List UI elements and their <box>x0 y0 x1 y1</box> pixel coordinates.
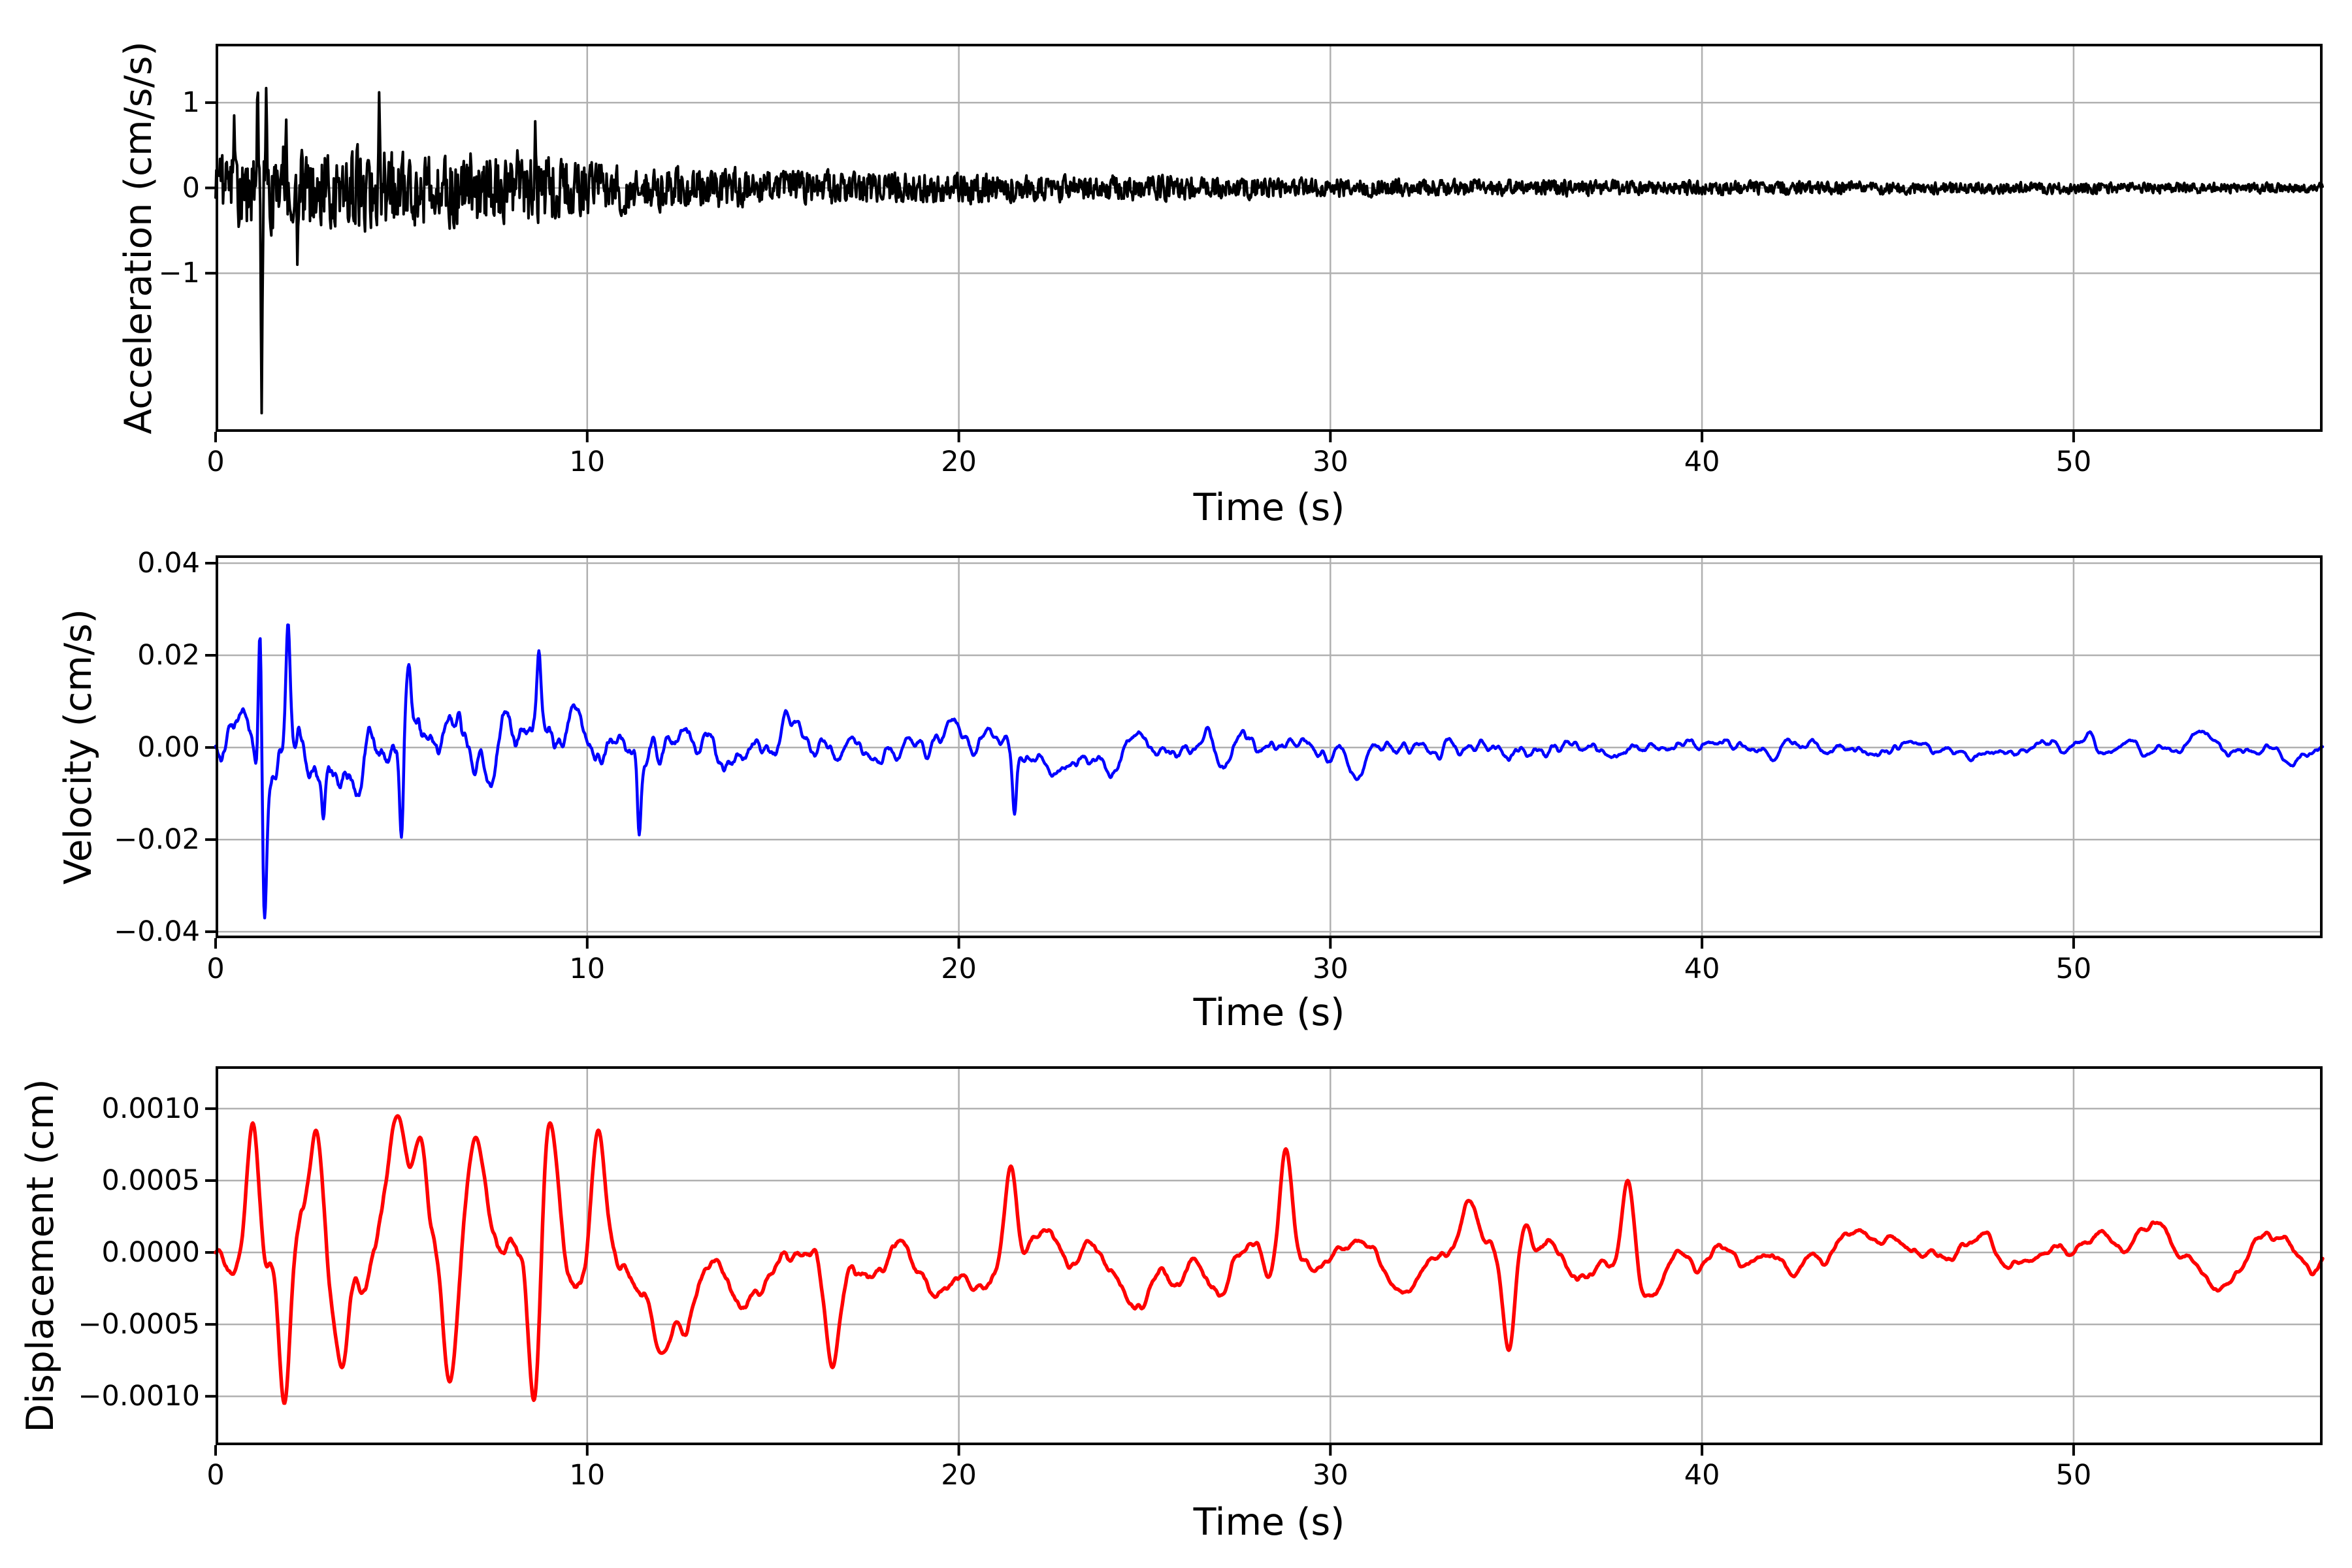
y-tick-label-velocity: −0.04 <box>114 915 200 949</box>
x-tick-label-acceleration: 40 <box>1684 446 1720 478</box>
acceleration-subplot <box>205 44 2324 442</box>
x-tick-label-acceleration: 30 <box>1312 446 1348 478</box>
x-axis-label-time-acceleration: Time (s) <box>1193 486 1345 529</box>
x-tick-label-velocity: 10 <box>569 953 606 985</box>
velocity-trace <box>214 623 2325 920</box>
axes-spines <box>216 555 2323 938</box>
y-tick-label-displacement: 0.0010 <box>101 1092 200 1125</box>
y-tick-label-displacement: 0.0005 <box>101 1164 200 1197</box>
x-tick-label-velocity: 50 <box>2055 953 2092 985</box>
y-tick-label-displacement: −0.0010 <box>78 1380 201 1413</box>
y-tick-label-displacement: 0.0000 <box>101 1236 200 1269</box>
x-tick-label-displacement: 40 <box>1684 1459 1720 1492</box>
x-tick-label-acceleration: 0 <box>206 446 225 478</box>
x-tick-label-displacement: 20 <box>941 1459 977 1492</box>
x-tick-label-acceleration: 20 <box>941 446 977 478</box>
y-tick-label-velocity: 0.04 <box>137 546 200 580</box>
axes-spines <box>216 1066 2323 1445</box>
y-tick-label-displacement: −0.0005 <box>78 1308 201 1341</box>
x-tick-label-displacement: 30 <box>1312 1459 1348 1492</box>
x-tick-label-displacement: 50 <box>2055 1459 2092 1492</box>
x-tick-label-acceleration: 10 <box>569 446 606 478</box>
x-tick-label-velocity: 0 <box>206 953 225 985</box>
displacement-trace <box>214 1114 2325 1405</box>
x-axis-label-time-velocity: Time (s) <box>1193 991 1345 1034</box>
velocity-subplot <box>205 555 2325 949</box>
y-tick-label-acceleration: −1 <box>158 257 200 290</box>
x-tick-label-velocity: 30 <box>1312 953 1348 985</box>
x-tick-label-velocity: 20 <box>941 953 977 985</box>
y-tick-label-velocity: −0.02 <box>114 823 200 857</box>
y-tick-label-velocity: 0.02 <box>137 639 200 672</box>
axes-spines <box>216 44 2323 432</box>
acceleration-trace <box>214 86 2324 415</box>
x-tick-label-displacement: 0 <box>206 1459 225 1492</box>
x-tick-label-velocity: 40 <box>1684 953 1720 985</box>
y-tick-label-velocity: 0.00 <box>137 731 200 764</box>
x-tick-label-displacement: 10 <box>569 1459 606 1492</box>
y-tick-label-acceleration: 1 <box>182 86 200 120</box>
displacement-subplot <box>205 1066 2325 1456</box>
x-tick-label-acceleration: 50 <box>2055 446 2092 478</box>
y-tick-label-acceleration: 0 <box>182 171 200 204</box>
x-axis-label-time-displacement: Time (s) <box>1193 1501 1345 1544</box>
